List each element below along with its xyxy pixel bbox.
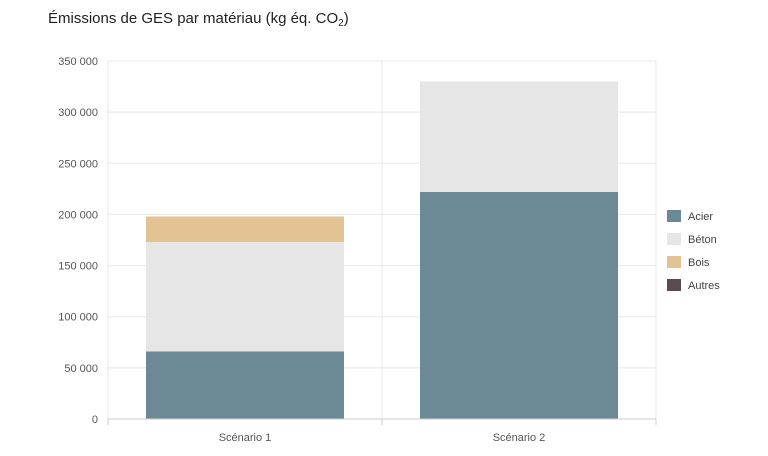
bars — [146, 81, 618, 419]
bar-acier-1 — [146, 351, 344, 419]
legend-label-autres: Autres — [688, 280, 720, 292]
bar-acier-2 — [420, 191, 618, 419]
y-tick-label: 0 — [92, 414, 98, 426]
y-tick-label: 300 000 — [58, 107, 98, 119]
y-tick-label: 150 000 — [58, 261, 98, 273]
legend-label-bois: Bois — [688, 257, 710, 269]
bar-beton-1 — [146, 242, 344, 352]
legend-swatch-autres — [667, 279, 681, 291]
legend: Acier Béton Bois Autres — [667, 210, 720, 292]
legend-swatch-beton — [667, 233, 681, 245]
y-tick-label: 200 000 — [58, 209, 98, 221]
x-tick-label: Scénario 1 — [219, 432, 272, 444]
bar-beton-2 — [420, 81, 618, 192]
x-tick-label: Scénario 2 — [493, 432, 546, 444]
y-tick-label: 350 000 — [58, 56, 98, 68]
axes: 0 50 000 100 000 150 000 200 000 250 000 300 0… — [58, 56, 657, 444]
legend-label-acier: Acier — [688, 211, 713, 223]
legend-swatch-acier — [667, 210, 681, 222]
chart-title: Émissions de GES par matériau (kg éq. CO… — [48, 10, 349, 29]
legend-label-beton: Béton — [688, 234, 717, 246]
legend-swatch-bois — [667, 256, 681, 268]
y-tick-label: 250 000 — [58, 158, 98, 170]
bar-bois-1 — [146, 216, 344, 243]
y-tick-label: 50 000 — [64, 363, 98, 375]
y-tick-label: 100 000 — [58, 312, 98, 324]
